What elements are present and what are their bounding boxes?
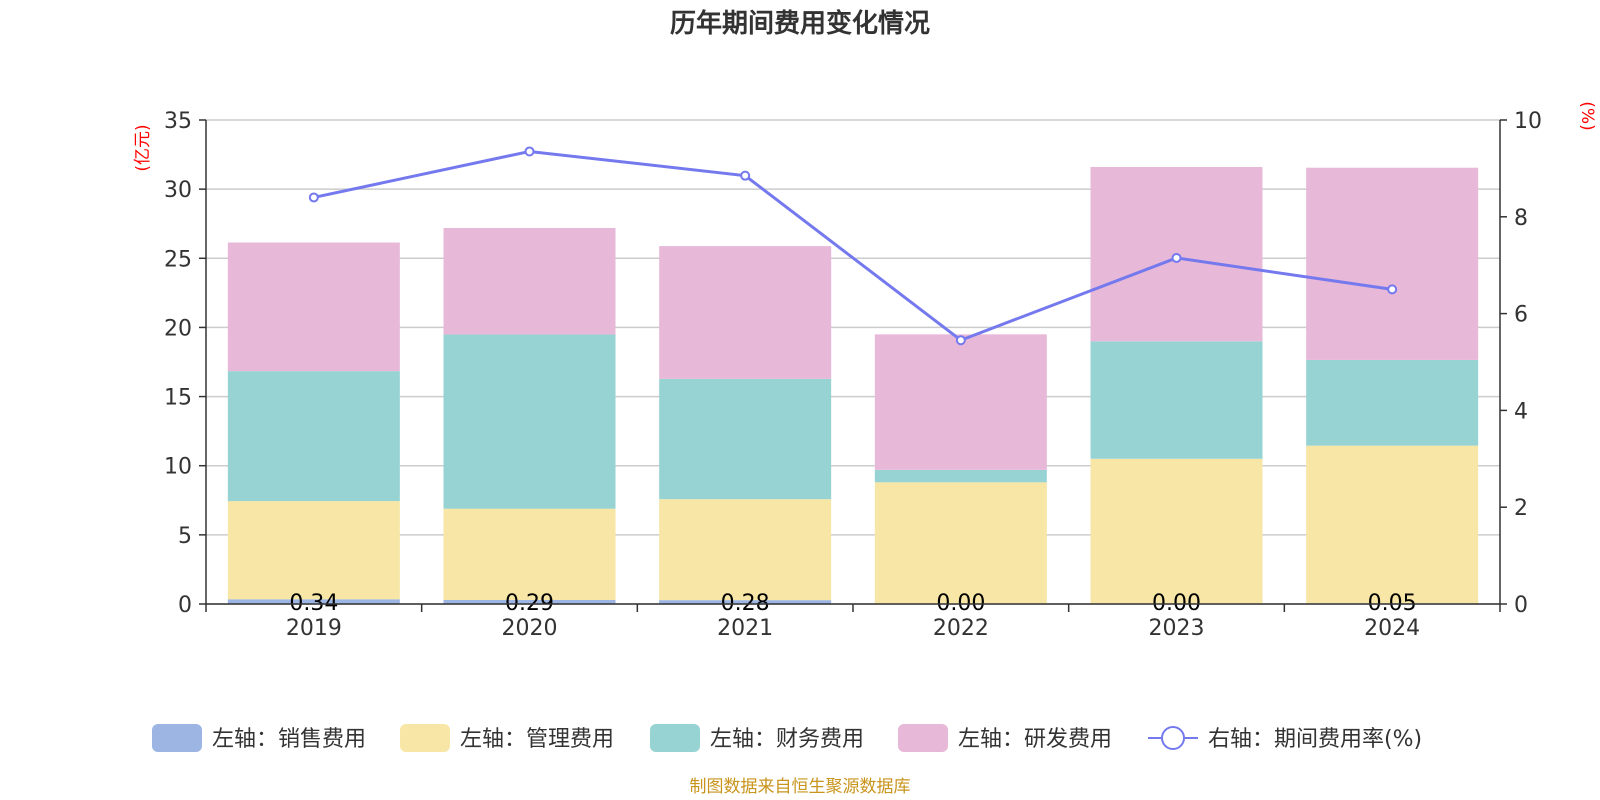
rate-point <box>308 192 319 203</box>
legend-label: 左轴：销售费用 <box>212 727 366 752</box>
rate-point <box>740 170 751 181</box>
bar-segment <box>227 371 400 502</box>
legend-swatch <box>650 724 700 752</box>
x-tick-label: 2019 <box>286 616 342 641</box>
bar-segment <box>227 501 400 600</box>
rate-point <box>1171 252 1182 263</box>
bar-segment <box>874 482 1047 604</box>
rate-point <box>524 146 535 157</box>
left-tick-label: 35 <box>164 109 192 134</box>
x-tick-label: 2023 <box>1149 616 1205 641</box>
bar-segment <box>443 228 616 335</box>
legend-label: 左轴：财务费用 <box>710 727 864 752</box>
rate-point <box>955 335 966 346</box>
rate-line <box>313 149 1393 342</box>
source-note: 制图数据来自恒生聚源数据库 <box>690 777 911 797</box>
bar-segment <box>443 599 616 604</box>
right-tick-label: 2 <box>1514 496 1528 521</box>
bar-segment <box>874 469 1047 483</box>
bars-layer: 0.34 0.29 0.28 0.00 0.00 0.05 <box>227 167 1479 616</box>
legend-swatch <box>898 724 948 752</box>
gridlines <box>206 119 1500 605</box>
x-tick-label: 2021 <box>717 616 773 641</box>
left-tick-label: 5 <box>178 524 192 549</box>
bar-segment <box>659 378 832 500</box>
bar-segment <box>659 246 832 379</box>
right-tick-label: 10 <box>1514 109 1542 134</box>
legend: 左轴：销售费用 左轴：管理费用 左轴：财务费用 左轴：研发费用 右轴：期间费用率(%) <box>152 724 1422 752</box>
bar-segment <box>1306 167 1479 360</box>
legend-label: 左轴：研发费用 <box>958 727 1112 752</box>
left-tick-label: 15 <box>164 386 192 411</box>
bar-segment <box>227 599 400 604</box>
axes-layer: 0 5 10 15 20 25 30 35 0 2 4 6 8 10 2019 2020 2021 2022 202… <box>164 109 1542 641</box>
bar-segment <box>1090 458 1263 604</box>
bar-segment <box>874 334 1047 470</box>
x-tick-label: 2020 <box>502 616 558 641</box>
left-tick-label: 25 <box>164 247 192 272</box>
bar-segment <box>443 508 616 600</box>
rate-line-layer <box>308 146 1398 346</box>
x-tick-label: 2024 <box>1364 616 1420 641</box>
chart-title: 历年期间费用变化情况 <box>670 8 930 39</box>
bar-segment <box>1306 445 1479 604</box>
left-axis-unit: (亿元) <box>133 124 153 171</box>
legend-swatch <box>400 724 450 752</box>
bar-segment <box>443 334 616 509</box>
bar-segment <box>659 600 832 604</box>
right-tick-label: 8 <box>1514 206 1528 231</box>
bar-segment <box>227 242 400 372</box>
bar-segment <box>1306 359 1479 446</box>
bar-segment <box>659 499 832 601</box>
right-axis-unit: (%) <box>1577 101 1597 130</box>
left-tick-label: 20 <box>164 316 192 341</box>
bar-segment <box>1090 341 1263 459</box>
left-tick-label: 30 <box>164 178 192 203</box>
left-tick-label: 0 <box>178 593 192 618</box>
right-tick-label: 6 <box>1514 303 1528 328</box>
left-tick-label: 10 <box>164 455 192 480</box>
right-tick-label: 0 <box>1514 593 1528 618</box>
legend-label: 右轴：期间费用率(%) <box>1208 727 1422 752</box>
x-tick-label: 2022 <box>933 616 989 641</box>
rate-point <box>1387 284 1398 295</box>
legend-label: 左轴：管理费用 <box>460 727 614 752</box>
legend-swatch <box>152 724 202 752</box>
right-tick-label: 4 <box>1514 399 1528 424</box>
legend-marker-swatch <box>1161 726 1185 750</box>
